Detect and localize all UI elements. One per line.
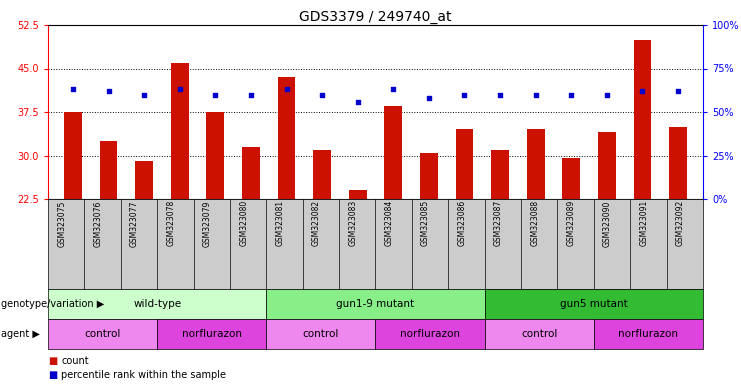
Bar <box>278 77 296 199</box>
Bar <box>135 161 153 199</box>
Text: GSM323077: GSM323077 <box>130 200 139 247</box>
Text: wild-type: wild-type <box>133 299 182 309</box>
Text: control: control <box>303 329 339 339</box>
Text: GSM323083: GSM323083 <box>348 200 357 247</box>
Text: GSM323088: GSM323088 <box>531 200 539 246</box>
Text: gun5 mutant: gun5 mutant <box>560 299 628 309</box>
Bar <box>171 63 189 199</box>
Text: GSM323079: GSM323079 <box>203 200 212 247</box>
Text: GSM323076: GSM323076 <box>93 200 102 247</box>
Bar <box>456 129 473 199</box>
Bar <box>491 150 509 199</box>
Text: genotype/variation ▶: genotype/variation ▶ <box>1 299 104 309</box>
Bar <box>99 141 117 199</box>
Point <box>565 91 577 98</box>
Point <box>388 86 399 93</box>
Text: control: control <box>521 329 557 339</box>
Text: norflurazon: norflurazon <box>619 329 679 339</box>
Point <box>138 91 150 98</box>
Text: GSM323090: GSM323090 <box>603 200 612 247</box>
Text: control: control <box>84 329 121 339</box>
Text: GSM323087: GSM323087 <box>494 200 503 247</box>
Point <box>494 91 506 98</box>
Text: norflurazon: norflurazon <box>400 329 460 339</box>
Text: count: count <box>62 356 89 366</box>
Text: GSM323091: GSM323091 <box>639 200 648 247</box>
Text: agent ▶: agent ▶ <box>1 329 40 339</box>
Text: gun1-9 mutant: gun1-9 mutant <box>336 299 414 309</box>
Bar <box>669 126 687 199</box>
Bar <box>420 152 438 199</box>
Text: GSM323081: GSM323081 <box>276 200 285 246</box>
Point <box>67 86 79 93</box>
Point <box>352 98 364 104</box>
Text: GSM323089: GSM323089 <box>567 200 576 247</box>
Text: percentile rank within the sample: percentile rank within the sample <box>62 370 226 380</box>
Text: GSM323085: GSM323085 <box>421 200 430 247</box>
Point <box>174 86 186 93</box>
Bar <box>207 112 225 199</box>
Point <box>601 91 613 98</box>
Bar <box>349 190 367 199</box>
Point <box>637 88 648 94</box>
Point <box>530 91 542 98</box>
Bar <box>64 112 82 199</box>
Text: GSM323082: GSM323082 <box>312 200 321 246</box>
Point <box>102 88 114 94</box>
Point <box>316 91 328 98</box>
Point <box>459 91 471 98</box>
Bar <box>562 159 580 199</box>
Point <box>281 86 293 93</box>
Point <box>210 91 222 98</box>
Point <box>423 95 435 101</box>
Text: GSM323075: GSM323075 <box>57 200 66 247</box>
Bar <box>598 132 616 199</box>
Title: GDS3379 / 249740_at: GDS3379 / 249740_at <box>299 10 452 24</box>
Bar <box>634 40 651 199</box>
Text: norflurazon: norflurazon <box>182 329 242 339</box>
Bar <box>242 147 260 199</box>
Text: ■: ■ <box>48 370 57 380</box>
Bar <box>313 150 331 199</box>
Text: GSM323084: GSM323084 <box>385 200 393 247</box>
Bar <box>527 129 545 199</box>
Bar <box>385 106 402 199</box>
Text: ■: ■ <box>48 356 57 366</box>
Point <box>245 91 257 98</box>
Point <box>672 88 684 94</box>
Text: GSM323078: GSM323078 <box>167 200 176 247</box>
Text: GSM323080: GSM323080 <box>239 200 248 247</box>
Text: GSM323086: GSM323086 <box>457 200 467 247</box>
Text: GSM323092: GSM323092 <box>676 200 685 247</box>
